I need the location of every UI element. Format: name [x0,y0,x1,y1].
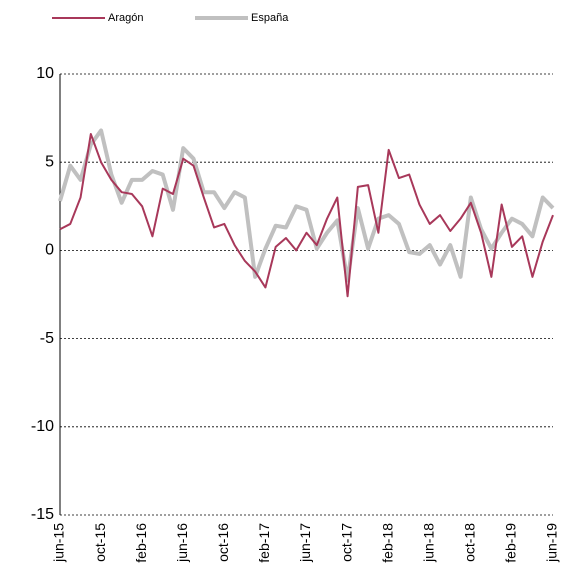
x-tick-label: feb-16 [133,523,149,563]
x-tick-label: oct-17 [338,523,354,562]
x-tick-label: jun-18 [420,523,436,563]
x-tick-label: feb-19 [503,523,519,563]
x-tick-label: jun-15 [51,523,67,563]
x-tick-label: oct-16 [215,523,231,562]
legend-label: Aragón [108,12,143,24]
series-line [59,132,554,298]
y-tick-label: 10 [36,65,54,82]
y-tick-label: 5 [45,153,54,170]
x-tick-label: feb-18 [379,523,395,563]
legend-label: España [251,12,289,24]
y-tick-label: -5 [40,330,54,347]
y-tick-label: 0 [45,242,54,259]
x-tick-label: jun-16 [174,523,190,563]
series-line [58,128,555,283]
x-tick-label: oct-15 [92,523,108,562]
x-tick-label: feb-17 [256,523,272,563]
y-tick-label: -15 [31,506,54,523]
x-tick-label: jun-17 [297,523,313,563]
y-tick-label: -10 [31,418,54,435]
x-tick-label: jun-19 [544,523,560,563]
x-tick-label: oct-18 [462,523,478,562]
